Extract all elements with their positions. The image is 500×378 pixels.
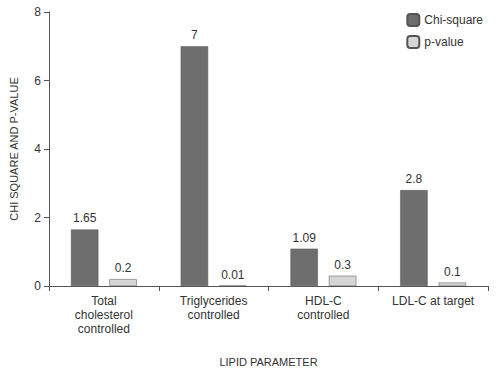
- svg-text:LIPID PARAMETER: LIPID PARAMETER: [219, 356, 317, 368]
- svg-text:LDL-C at target: LDL-C at target: [392, 294, 475, 308]
- svg-text:controlled: controlled: [297, 308, 349, 322]
- svg-text:8: 8: [34, 5, 41, 19]
- svg-text:0: 0: [34, 279, 41, 293]
- svg-text:p-value: p-value: [424, 35, 464, 49]
- svg-text:0.3: 0.3: [334, 258, 351, 272]
- svg-text:Chi-square: Chi-square: [424, 13, 483, 27]
- svg-text:2: 2: [34, 211, 41, 225]
- svg-text:0.1: 0.1: [444, 265, 461, 279]
- svg-text:0.2: 0.2: [115, 261, 132, 275]
- svg-text:7: 7: [191, 28, 198, 42]
- svg-text:Total: Total: [91, 294, 116, 308]
- svg-text:HDL-C: HDL-C: [305, 294, 342, 308]
- svg-text:controlled: controlled: [188, 308, 240, 322]
- svg-text:Triglycerides: Triglycerides: [180, 294, 248, 308]
- svg-text:1.65: 1.65: [73, 211, 97, 225]
- svg-text:2.8: 2.8: [406, 172, 423, 186]
- svg-text:cholesterol: cholesterol: [75, 308, 133, 322]
- svg-text:CHI SQUARE AND P-VALUE: CHI SQUARE AND P-VALUE: [8, 77, 20, 220]
- svg-text:1.09: 1.09: [292, 231, 316, 245]
- svg-text:0.01: 0.01: [221, 268, 245, 282]
- svg-text:6: 6: [34, 74, 41, 88]
- svg-text:controlled: controlled: [78, 322, 130, 336]
- svg-text:4: 4: [34, 142, 41, 156]
